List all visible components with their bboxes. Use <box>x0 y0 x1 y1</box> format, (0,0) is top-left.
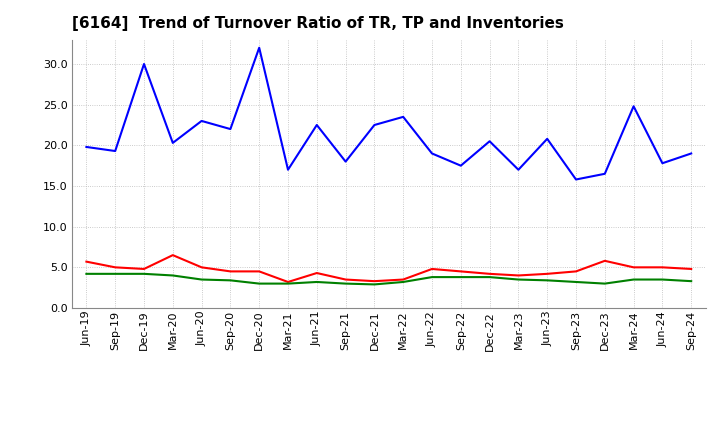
Trade Receivables <box>140 266 148 271</box>
Trade Payables <box>284 167 292 172</box>
Trade Receivables <box>600 258 609 264</box>
Inventories <box>572 279 580 285</box>
Inventories <box>82 271 91 276</box>
Inventories <box>399 279 408 285</box>
Trade Payables <box>428 151 436 156</box>
Trade Receivables <box>168 253 177 258</box>
Trade Payables <box>111 148 120 154</box>
Trade Receivables <box>197 265 206 270</box>
Trade Receivables <box>399 277 408 282</box>
Line: Trade Receivables: Trade Receivables <box>86 255 691 282</box>
Inventories <box>485 275 494 280</box>
Trade Payables <box>600 171 609 176</box>
Inventories <box>111 271 120 276</box>
Trade Payables <box>370 122 379 128</box>
Trade Receivables <box>629 265 638 270</box>
Trade Payables <box>658 161 667 166</box>
Trade Payables <box>341 159 350 164</box>
Trade Payables <box>168 140 177 146</box>
Trade Receivables <box>687 266 696 271</box>
Trade Receivables <box>284 279 292 285</box>
Inventories <box>226 278 235 283</box>
Trade Payables <box>514 167 523 172</box>
Inventories <box>370 282 379 287</box>
Inventories <box>341 281 350 286</box>
Trade Receivables <box>456 269 465 274</box>
Trade Receivables <box>572 269 580 274</box>
Trade Receivables <box>111 265 120 270</box>
Inventories <box>543 278 552 283</box>
Inventories <box>168 273 177 278</box>
Trade Payables <box>312 122 321 128</box>
Trade Payables <box>572 177 580 182</box>
Trade Receivables <box>514 273 523 278</box>
Inventories <box>255 281 264 286</box>
Inventories <box>514 277 523 282</box>
Trade Receivables <box>255 269 264 274</box>
Trade Payables <box>687 151 696 156</box>
Trade Receivables <box>226 269 235 274</box>
Text: [6164]  Trend of Turnover Ratio of TR, TP and Inventories: [6164] Trend of Turnover Ratio of TR, TP… <box>72 16 564 32</box>
Inventories <box>600 281 609 286</box>
Trade Payables <box>485 139 494 144</box>
Trade Receivables <box>341 277 350 282</box>
Inventories <box>629 277 638 282</box>
Inventories <box>687 279 696 284</box>
Trade Payables <box>226 126 235 132</box>
Trade Receivables <box>82 259 91 264</box>
Trade Receivables <box>543 271 552 276</box>
Inventories <box>456 275 465 280</box>
Trade Payables <box>197 118 206 124</box>
Inventories <box>197 277 206 282</box>
Line: Trade Payables: Trade Payables <box>86 48 691 180</box>
Line: Inventories: Inventories <box>86 274 691 284</box>
Inventories <box>312 279 321 285</box>
Inventories <box>284 281 292 286</box>
Trade Payables <box>543 136 552 142</box>
Trade Payables <box>255 45 264 50</box>
Trade Receivables <box>485 271 494 276</box>
Trade Receivables <box>370 279 379 284</box>
Inventories <box>428 275 436 280</box>
Trade Payables <box>140 61 148 66</box>
Trade Payables <box>82 144 91 150</box>
Trade Payables <box>399 114 408 120</box>
Inventories <box>140 271 148 276</box>
Trade Receivables <box>312 271 321 276</box>
Trade Payables <box>629 104 638 109</box>
Inventories <box>658 277 667 282</box>
Trade Receivables <box>428 266 436 271</box>
Trade Receivables <box>658 265 667 270</box>
Trade Payables <box>456 163 465 169</box>
